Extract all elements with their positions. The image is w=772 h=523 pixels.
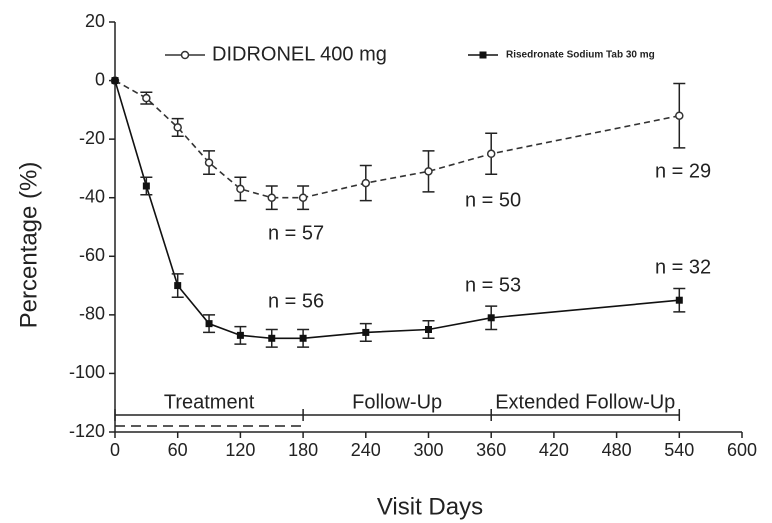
point — [174, 282, 182, 290]
y-tick-label: -100 — [69, 362, 105, 382]
x-tick-label: 240 — [351, 440, 381, 460]
point — [486, 149, 496, 159]
point — [236, 184, 245, 194]
legend-label: Risedronate Sodium Tab 30 mg — [506, 50, 655, 61]
point — [362, 328, 370, 336]
point — [675, 111, 684, 120]
annotation: n = 50 — [465, 189, 521, 211]
legend-marker — [180, 50, 190, 60]
y-tick-label: -60 — [79, 245, 105, 265]
phase-label: Treatment — [164, 391, 255, 413]
point — [299, 334, 307, 342]
point — [298, 193, 308, 202]
x-tick-label: 600 — [727, 440, 757, 460]
point — [205, 320, 213, 328]
point — [142, 182, 150, 190]
legend-label: DIDRONEL 400 mg — [212, 43, 387, 65]
x-tick-label: 540 — [664, 440, 694, 460]
series-line — [114, 80, 680, 340]
point — [204, 158, 214, 167]
annotation: n = 57 — [268, 222, 324, 244]
y-axis-label: Percentage (%) — [15, 162, 42, 329]
y-tick-label: -40 — [79, 186, 105, 206]
x-tick-label: 180 — [288, 440, 318, 460]
y-tick-label: 0 — [95, 69, 105, 89]
point — [675, 296, 683, 304]
point — [111, 77, 119, 85]
y-tick-label: 20 — [85, 11, 105, 31]
point — [268, 334, 276, 342]
point — [267, 193, 276, 202]
x-tick-label: 420 — [539, 440, 569, 460]
phase-label: Extended Follow-Up — [495, 391, 675, 413]
point — [142, 93, 151, 103]
x-tick-label: 480 — [602, 440, 632, 460]
point — [236, 331, 244, 339]
y-tick-label: -20 — [79, 128, 105, 148]
x-axis-label: Visit Days — [377, 493, 483, 520]
point — [173, 123, 182, 132]
point — [425, 326, 432, 333]
x-tick-label: 120 — [225, 440, 255, 460]
legend-marker — [479, 51, 487, 59]
x-tick-label: 0 — [110, 440, 120, 460]
point — [487, 314, 495, 322]
point — [361, 178, 371, 188]
annotation: n = 53 — [465, 274, 521, 296]
phase-label: Follow-Up — [352, 391, 442, 413]
y-tick-label: -120 — [69, 421, 105, 441]
y-tick-label: -80 — [79, 304, 105, 324]
annotation: n = 29 — [655, 160, 711, 182]
x-tick-label: 360 — [476, 440, 506, 460]
series-line — [114, 79, 680, 199]
annotation: n = 32 — [655, 256, 711, 278]
x-tick-label: 60 — [168, 440, 188, 460]
annotation: n = 56 — [268, 290, 324, 312]
x-tick-label: 300 — [413, 440, 443, 460]
point — [424, 167, 433, 176]
